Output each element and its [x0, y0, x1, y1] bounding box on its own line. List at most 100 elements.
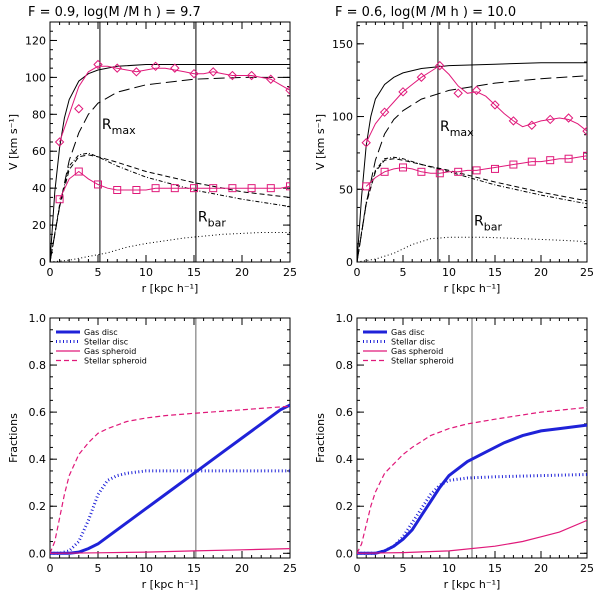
- data-point-square: [286, 182, 290, 191]
- series-line-gas-disc: [357, 423, 587, 555]
- data-point-diamond: [490, 100, 500, 110]
- series-line-stellar-spheroid: [50, 405, 290, 554]
- y-tick-label: 0: [346, 256, 353, 269]
- y-tick-label: 0.8: [336, 359, 354, 372]
- y-tick-label: 1.0: [29, 312, 47, 325]
- radius-annotation-sub: bar: [208, 216, 227, 229]
- x-tick-label: 25: [580, 266, 594, 279]
- radius-annotation: Rbar: [474, 214, 502, 234]
- data-point-diamond: [112, 63, 122, 73]
- radius-annotation-sub: bar: [484, 221, 503, 234]
- x-axis-label: r [kpc h⁻¹]: [444, 578, 501, 591]
- x-tick-label: 10: [442, 266, 456, 279]
- x-tick-label: 25: [283, 562, 297, 575]
- data-point-diamond: [508, 116, 519, 126]
- data-point-square: [94, 180, 102, 189]
- x-tick-label: 0: [47, 266, 54, 279]
- legend-label: Gas disc: [84, 328, 118, 337]
- x-axis-label: r [kpc h⁻¹]: [142, 578, 199, 591]
- data-point-diamond: [453, 88, 463, 98]
- data-point-diamond: [227, 70, 238, 81]
- data-point-diamond: [246, 70, 257, 81]
- y-tick-label: 20: [32, 219, 46, 232]
- x-tick-label: 10: [139, 266, 153, 279]
- x-tick-label: 20: [534, 562, 548, 575]
- x-tick-label: 5: [400, 266, 407, 279]
- data-point-diamond: [379, 107, 390, 117]
- data-point-square: [583, 151, 587, 160]
- x-tick-label: 15: [488, 266, 502, 279]
- data-point-square: [472, 166, 481, 175]
- data-point-diamond: [170, 63, 180, 73]
- y-tick-label: 0.0: [29, 547, 47, 560]
- data-point-diamond: [471, 85, 482, 96]
- data-point-square: [362, 182, 371, 191]
- radius-annotation-sub: max: [112, 124, 136, 137]
- y-tick-label: 0.2: [336, 500, 354, 513]
- series-group: [357, 406, 587, 555]
- data-point-square: [228, 184, 237, 193]
- panel-top-left: 0 5 10 15 20 25 0 20 40 60 80 100 120 r [kpc h⁻¹] V [k…: [7, 5, 297, 295]
- data-point-diamond: [527, 120, 537, 130]
- data-point-square: [509, 160, 518, 169]
- data-point-square: [74, 167, 83, 176]
- legend-label: Gas spheroid: [84, 347, 136, 356]
- panel-bottom-left: 0 5 10 15 20 25 0.0 0.2 0.4 0.6 0.8 1.0 r [kpc h⁻¹] F…: [7, 312, 297, 591]
- series-line-gas: [357, 236, 587, 262]
- x-tick-label: 0: [354, 562, 361, 575]
- data-point-square: [399, 163, 407, 172]
- legend-label: Stellar spheroid: [391, 357, 454, 366]
- data-point-square: [380, 167, 389, 176]
- data-point-square: [151, 184, 160, 193]
- series-line-gas-spheroid: [50, 548, 290, 554]
- series-line-gas: [50, 232, 290, 262]
- data-point-diamond: [266, 74, 276, 84]
- y-tick-label: 100: [332, 111, 353, 124]
- panel-title: F = 0.6, log(M /M h ) = 10.0: [335, 5, 516, 20]
- data-point-diamond: [74, 104, 84, 114]
- data-point-diamond: [361, 138, 371, 148]
- series-line-stellar-disc: [50, 469, 290, 555]
- series-line-rotation-diamonds-: [59, 65, 290, 143]
- legend-label: Gas spheroid: [391, 347, 443, 356]
- x-axis-label: r [kpc h⁻¹]: [444, 282, 501, 295]
- series-line-stellar-spheroid: [357, 406, 587, 554]
- x-tick-label: 20: [534, 266, 548, 279]
- y-tick-label: 0.6: [336, 406, 354, 419]
- data-point-square: [170, 184, 179, 193]
- panel-top-right: 0 5 10 15 20 25 0 50 100 150 r [kpc h⁻¹] V [km s⁻¹]…: [314, 5, 594, 295]
- data-point-diamond: [54, 137, 65, 147]
- data-point-square: [55, 195, 64, 204]
- series-group: [357, 60, 587, 262]
- y-tick-label: 0.4: [336, 453, 354, 466]
- y-tick-label: 150: [332, 38, 353, 51]
- data-point-diamond: [131, 67, 142, 77]
- series-line-dark-matter: [50, 76, 290, 262]
- data-point-diamond: [435, 60, 445, 71]
- series-line-vc-squares-: [59, 170, 290, 200]
- series-group: [50, 59, 290, 262]
- y-axis-label: Fractions: [314, 413, 327, 463]
- y-tick-label: 50: [339, 183, 353, 196]
- series-group: [50, 403, 290, 555]
- series-line-disc: [50, 154, 290, 262]
- y-tick-label: 0.8: [29, 359, 47, 372]
- y-tick-label: 1.0: [336, 312, 354, 325]
- y-tick-label: 0.4: [29, 453, 47, 466]
- data-point-diamond: [150, 61, 161, 72]
- y-axis-label: Fractions: [7, 413, 20, 463]
- x-tick-label: 10: [442, 562, 456, 575]
- x-tick-label: 25: [580, 562, 594, 575]
- panel-title: F = 0.9, log(M /M h ) = 9.7: [28, 5, 201, 20]
- data-point-diamond: [545, 114, 555, 125]
- y-tick-label: 80: [32, 108, 46, 121]
- data-point-square: [527, 157, 536, 166]
- data-point-square: [113, 186, 122, 194]
- series-line-disc-alt-: [50, 152, 290, 262]
- data-point-square: [209, 184, 218, 193]
- x-tick-label: 15: [187, 266, 201, 279]
- data-point-square: [132, 186, 141, 194]
